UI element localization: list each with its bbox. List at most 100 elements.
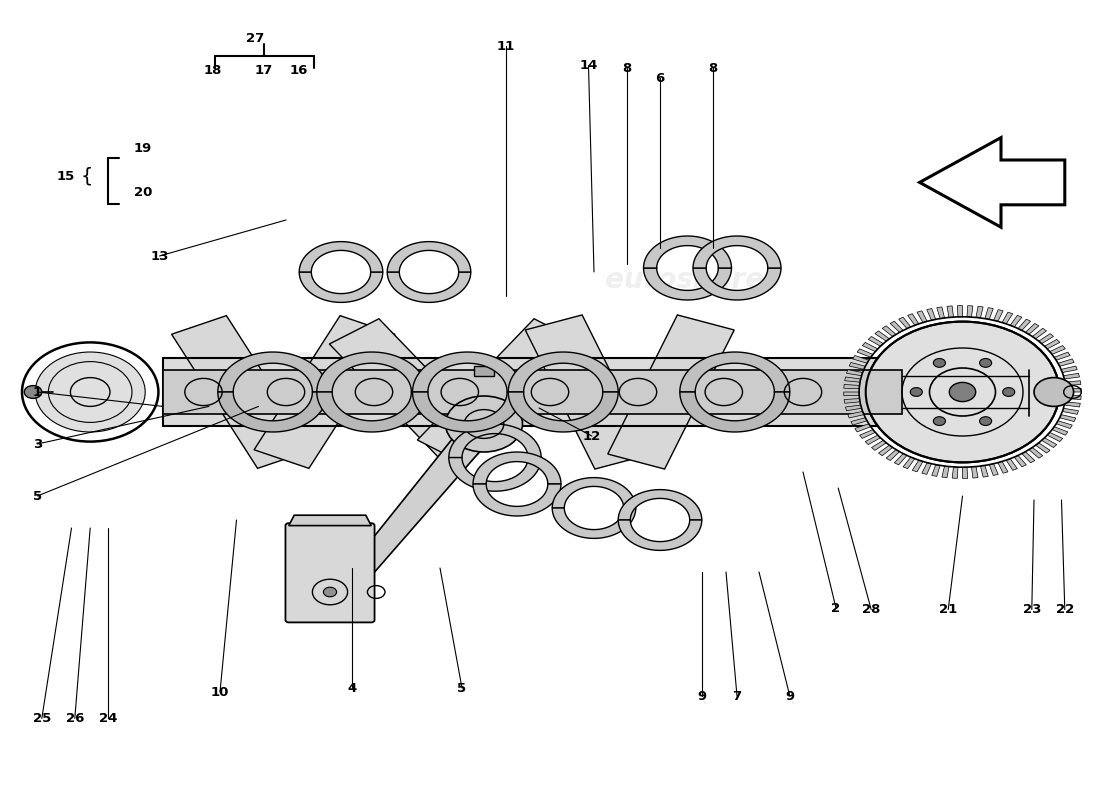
Polygon shape [680,352,790,392]
Polygon shape [845,377,860,382]
Polygon shape [846,405,861,410]
Circle shape [323,587,337,597]
Polygon shape [1028,447,1043,458]
Text: eurospares: eurospares [187,346,363,374]
Polygon shape [962,467,968,478]
Polygon shape [693,236,781,268]
Polygon shape [387,242,471,272]
Polygon shape [552,478,636,508]
Text: 9: 9 [697,690,706,702]
FancyBboxPatch shape [286,523,374,622]
Polygon shape [917,311,927,322]
Polygon shape [868,337,883,346]
Circle shape [35,352,145,432]
Polygon shape [993,310,1003,322]
Polygon shape [1063,408,1078,414]
Text: 5: 5 [33,490,42,502]
Polygon shape [329,318,496,466]
Polygon shape [1010,315,1022,327]
Polygon shape [1019,319,1031,330]
Text: 10: 10 [211,686,229,698]
Text: 6: 6 [656,72,664,85]
Polygon shape [947,306,954,318]
Circle shape [1034,378,1074,406]
Text: 8: 8 [708,62,717,74]
Polygon shape [998,462,1008,473]
Text: 3: 3 [33,438,42,450]
Text: 16: 16 [290,64,308,77]
Text: 8: 8 [623,62,631,74]
Text: 13: 13 [151,250,168,262]
Text: 15: 15 [56,170,75,182]
Polygon shape [317,424,504,608]
Polygon shape [871,440,887,450]
Polygon shape [980,466,988,477]
Polygon shape [971,466,978,478]
Polygon shape [894,454,906,465]
Polygon shape [608,315,734,469]
Polygon shape [1065,402,1080,407]
Polygon shape [932,465,940,476]
Polygon shape [163,370,902,414]
Polygon shape [1049,346,1066,354]
Polygon shape [254,316,395,468]
Polygon shape [473,452,561,484]
Text: 7: 7 [733,690,741,702]
Polygon shape [693,268,781,300]
Polygon shape [526,315,651,469]
Polygon shape [218,392,328,432]
Polygon shape [299,272,383,302]
Polygon shape [1065,381,1081,386]
Polygon shape [942,466,949,478]
Text: {: { [80,166,92,186]
Polygon shape [967,306,972,317]
Text: 20: 20 [134,186,152,198]
Polygon shape [508,392,618,432]
Circle shape [980,417,992,426]
Polygon shape [1052,426,1068,435]
Polygon shape [852,355,869,363]
Polygon shape [474,366,494,376]
Text: 19: 19 [134,142,152,154]
Polygon shape [874,331,890,341]
Polygon shape [508,352,618,392]
Text: 26: 26 [66,712,84,725]
Polygon shape [903,457,915,469]
Text: 22: 22 [1056,603,1074,616]
Polygon shape [163,358,902,426]
Circle shape [980,358,992,367]
Polygon shape [473,484,561,516]
Polygon shape [849,362,866,370]
Text: 28: 28 [862,603,880,616]
Polygon shape [1059,414,1076,422]
Polygon shape [552,508,636,538]
Text: 18: 18 [204,64,221,77]
Polygon shape [1064,374,1079,379]
Polygon shape [857,349,873,358]
Text: eurospares: eurospares [605,266,781,294]
Text: 12: 12 [583,430,601,442]
Polygon shape [937,307,945,318]
Polygon shape [1056,421,1072,429]
Polygon shape [1033,328,1046,339]
Polygon shape [848,411,864,418]
Polygon shape [851,418,867,425]
Polygon shape [922,462,932,474]
Polygon shape [644,236,732,268]
Polygon shape [957,306,962,317]
Circle shape [1003,387,1014,396]
Polygon shape [644,268,732,300]
Circle shape [911,387,922,396]
Polygon shape [920,138,1065,227]
Polygon shape [1035,443,1050,453]
Polygon shape [1002,312,1013,324]
Text: 17: 17 [255,64,273,77]
Circle shape [446,396,522,452]
Polygon shape [1054,352,1070,360]
Text: 21: 21 [939,603,957,616]
Polygon shape [844,385,859,389]
Polygon shape [299,242,383,272]
Text: 25: 25 [33,712,51,725]
Polygon shape [1058,359,1074,366]
Polygon shape [866,435,880,445]
